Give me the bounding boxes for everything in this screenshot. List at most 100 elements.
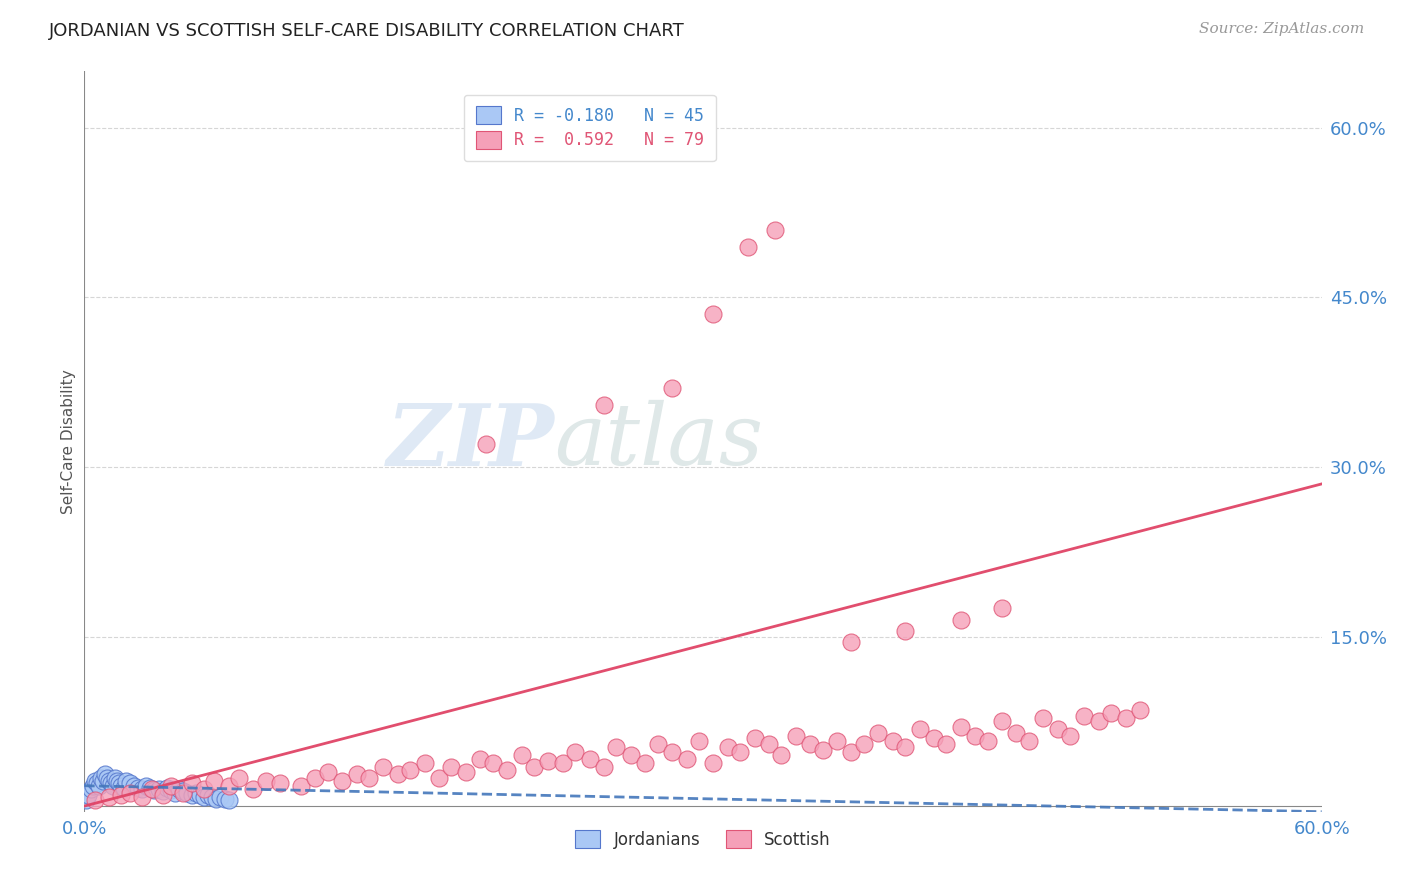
Point <box>98 790 121 805</box>
Point <box>110 779 132 793</box>
Point <box>172 784 194 798</box>
Point <box>118 776 141 790</box>
Point <box>1088 714 1111 729</box>
Point <box>112 780 135 795</box>
Point <box>143 783 166 797</box>
Point <box>763 222 786 236</box>
Point <box>661 381 683 395</box>
Point <box>160 779 183 793</box>
Point <box>152 784 174 798</box>
Point <box>165 785 187 799</box>
Point <box>104 771 127 785</box>
Point <box>841 745 863 759</box>
Point <box>427 771 450 785</box>
Point <box>894 740 917 755</box>
Point <box>510 748 533 763</box>
Text: ZIP: ZIP <box>387 400 554 483</box>
Y-axis label: Self-Care Disability: Self-Care Disability <box>60 369 76 514</box>
Point <box>551 756 574 771</box>
Point <box>304 771 326 785</box>
Point <box>688 733 710 747</box>
Point <box>193 782 215 797</box>
Point <box>647 737 669 751</box>
Point <box>811 742 834 756</box>
Point <box>470 751 492 765</box>
Point <box>785 729 807 743</box>
Point <box>949 720 972 734</box>
Point <box>160 783 183 797</box>
Point <box>675 751 697 765</box>
Point <box>193 790 215 805</box>
Point <box>83 774 105 789</box>
Point <box>201 790 224 805</box>
Point <box>242 782 264 797</box>
Point <box>481 756 503 771</box>
Point <box>1059 729 1081 743</box>
Point <box>1099 706 1122 721</box>
Point <box>922 731 945 746</box>
Point <box>1018 733 1040 747</box>
Point <box>1046 722 1069 736</box>
Point <box>991 601 1014 615</box>
Point <box>110 788 132 802</box>
Point <box>475 437 498 451</box>
Point <box>122 779 145 793</box>
Point <box>758 737 780 751</box>
Point <box>156 780 179 795</box>
Point <box>440 759 463 773</box>
Point <box>770 748 793 763</box>
Point <box>141 782 163 797</box>
Point <box>454 765 477 780</box>
Point <box>205 792 228 806</box>
Point <box>135 779 157 793</box>
Point <box>172 785 194 799</box>
Point <box>387 767 409 781</box>
Point <box>413 756 436 771</box>
Point <box>908 722 931 736</box>
Point <box>86 776 108 790</box>
Point <box>1032 711 1054 725</box>
Point <box>180 776 202 790</box>
Point <box>94 767 117 781</box>
Point <box>346 767 368 781</box>
Text: atlas: atlas <box>554 401 763 483</box>
Point <box>1115 711 1137 725</box>
Point <box>661 745 683 759</box>
Point <box>965 729 987 743</box>
Point <box>894 624 917 638</box>
Point <box>96 771 118 785</box>
Point <box>228 771 250 785</box>
Point <box>744 731 766 746</box>
Point <box>75 793 97 807</box>
Point <box>593 759 616 773</box>
Point <box>83 793 105 807</box>
Point <box>537 754 560 768</box>
Point <box>167 782 190 797</box>
Point <box>523 759 546 773</box>
Point <box>290 779 312 793</box>
Text: Source: ZipAtlas.com: Source: ZipAtlas.com <box>1198 22 1364 37</box>
Point <box>108 776 131 790</box>
Point <box>176 785 198 799</box>
Point <box>737 239 759 253</box>
Point <box>949 613 972 627</box>
Point <box>100 776 122 790</box>
Point <box>214 792 236 806</box>
Point <box>976 733 998 747</box>
Point <box>868 725 890 739</box>
Point <box>882 733 904 747</box>
Point <box>105 774 128 789</box>
Point <box>702 756 724 771</box>
Point <box>593 398 616 412</box>
Point <box>841 635 863 649</box>
Point <box>991 714 1014 729</box>
Point <box>852 737 875 751</box>
Point <box>139 780 162 795</box>
Point <box>184 785 207 799</box>
Point <box>825 733 848 747</box>
Point <box>131 782 153 797</box>
Point <box>218 779 240 793</box>
Point <box>82 779 104 793</box>
Point <box>357 771 380 785</box>
Point <box>148 782 170 797</box>
